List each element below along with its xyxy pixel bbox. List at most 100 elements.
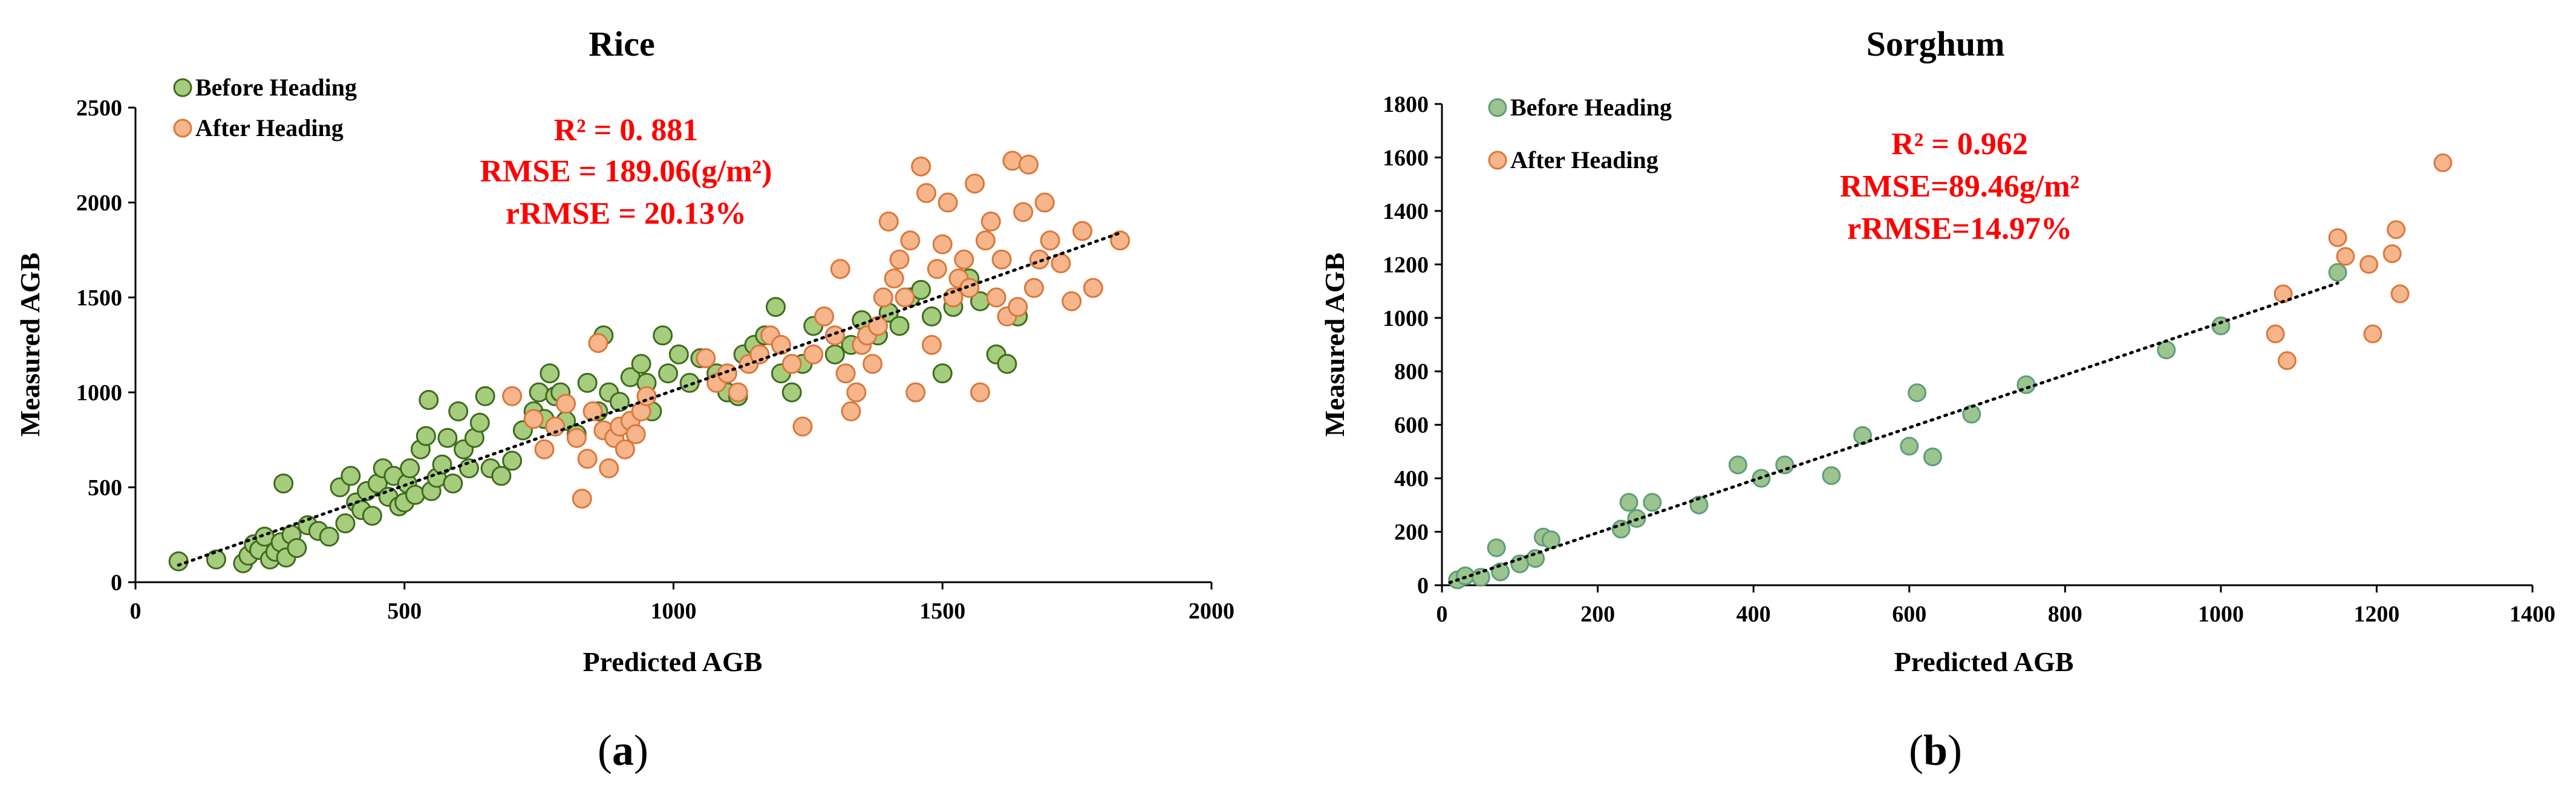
- data-point: [1023, 278, 1044, 298]
- data-point: [932, 363, 953, 384]
- data-point: [905, 382, 926, 403]
- data-point: [405, 485, 426, 505]
- data-point: [2363, 324, 2382, 343]
- data-point: [835, 363, 856, 384]
- y-tick-label: 1800: [1383, 92, 1429, 117]
- y-tick-label: 400: [1394, 466, 1429, 492]
- data-point: [341, 466, 361, 486]
- data-point: [696, 348, 716, 368]
- y-tick-label: 800: [1394, 359, 1429, 385]
- data-point: [2277, 351, 2297, 371]
- data-point: [1611, 519, 1631, 539]
- data-point: [475, 386, 495, 406]
- data-point: [362, 505, 382, 526]
- data-point: [2359, 255, 2379, 274]
- data-point: [615, 439, 635, 459]
- data-point: [1541, 530, 1560, 550]
- legend-marker-before: [1488, 98, 1507, 117]
- data-point: [1040, 230, 1060, 251]
- data-point: [540, 363, 560, 384]
- series-before-heading: [168, 268, 1028, 574]
- data-point: [1019, 154, 1039, 175]
- panel-label-b: (b): [1909, 726, 1962, 774]
- data-point: [959, 278, 980, 298]
- chart-rice: Rice 0 500 1000 1500 2000 2500 0 500 1000 1500 20…: [15, 24, 1234, 774]
- y-tick-label: 1000: [76, 380, 122, 406]
- y-tick-label: 1200: [1383, 252, 1429, 278]
- data-point: [997, 354, 1017, 374]
- x-tick-label: 0: [1436, 602, 1448, 627]
- data-point: [566, 427, 587, 448]
- stat-r2: R² = 0. 881: [554, 113, 699, 148]
- data-point: [970, 382, 991, 403]
- data-point: [448, 401, 469, 421]
- legend-marker-after: [1488, 151, 1507, 170]
- data-point: [766, 297, 786, 317]
- data-point: [534, 439, 555, 459]
- stats-box: R² = 0. 881 RMSE = 189.06(g/m²) rRMSE = …: [480, 113, 772, 231]
- data-point: [846, 382, 867, 403]
- data-point: [889, 249, 910, 270]
- data-point: [458, 458, 479, 479]
- y-tick-label: 0: [1417, 573, 1429, 599]
- data-point: [862, 354, 883, 374]
- stat-rmse: RMSE=89.46g/m²: [1840, 169, 2079, 204]
- data-point: [2433, 153, 2453, 172]
- legend: Before Heading After Heading: [173, 74, 357, 141]
- data-point: [830, 259, 850, 279]
- chart-sorghum: Sorghum 0 200 400 600 800 1000 1200 1400 1600 180…: [1319, 24, 2555, 774]
- data-point: [937, 192, 958, 213]
- y-tick-label: 600: [1394, 413, 1429, 438]
- data-point: [824, 325, 845, 346]
- y-tick-label: 2000: [76, 190, 122, 216]
- data-point: [588, 333, 608, 353]
- data-point: [636, 386, 657, 406]
- data-point: [728, 382, 748, 403]
- data-point: [1900, 437, 1919, 456]
- data-point: [841, 401, 861, 421]
- data-point: [319, 527, 339, 547]
- data-point: [1487, 538, 1506, 557]
- data-point: [625, 424, 646, 444]
- data-point: [443, 473, 463, 494]
- data-point: [781, 354, 802, 374]
- data-point: [653, 325, 673, 346]
- data-point: [1072, 221, 1093, 241]
- y-tick-label: 1600: [1383, 145, 1429, 170]
- data-point: [1728, 455, 1747, 475]
- data-point: [921, 306, 942, 326]
- data-point: [1822, 466, 1841, 485]
- legend-after-heading: After Heading: [1510, 146, 1658, 174]
- legend-after-heading: After Heading: [195, 114, 344, 141]
- data-point: [803, 344, 824, 365]
- data-point: [437, 427, 458, 448]
- legend-before-heading: Before Heading: [195, 74, 357, 101]
- data-point: [545, 417, 566, 437]
- data-point: [1061, 291, 1082, 311]
- data-point: [965, 174, 985, 194]
- x-tick-label: 400: [1736, 602, 1771, 627]
- data-point: [668, 344, 689, 365]
- data-point: [921, 335, 942, 355]
- legend-before-heading: Before Heading: [1510, 94, 1672, 121]
- y-axis-label: Measured AGB: [1319, 253, 1350, 437]
- data-point: [954, 249, 974, 270]
- x-tick-label: 1000: [651, 599, 697, 624]
- y-ticks: 0 200 400 600 800 1000 1200 1400 1600 1800: [1383, 92, 1442, 599]
- y-tick-label: 500: [88, 475, 122, 501]
- data-point: [287, 537, 307, 558]
- data-point: [577, 449, 598, 469]
- data-point: [975, 230, 996, 251]
- x-tick-label: 2000: [1189, 599, 1234, 624]
- data-point: [824, 344, 845, 365]
- data-point: [502, 450, 523, 471]
- x-ticks: 0 200 400 600 800 1000 1200 1400: [1436, 585, 2555, 627]
- data-point: [900, 230, 921, 251]
- data-point: [631, 354, 651, 374]
- x-tick-label: 1200: [2353, 602, 2399, 627]
- data-point: [878, 211, 899, 232]
- x-tick-label: 1500: [919, 599, 965, 624]
- data-point: [1083, 278, 1103, 298]
- data-point: [1110, 230, 1130, 251]
- y-ticks: 0 500 1000 1500 2000 2500: [76, 96, 135, 596]
